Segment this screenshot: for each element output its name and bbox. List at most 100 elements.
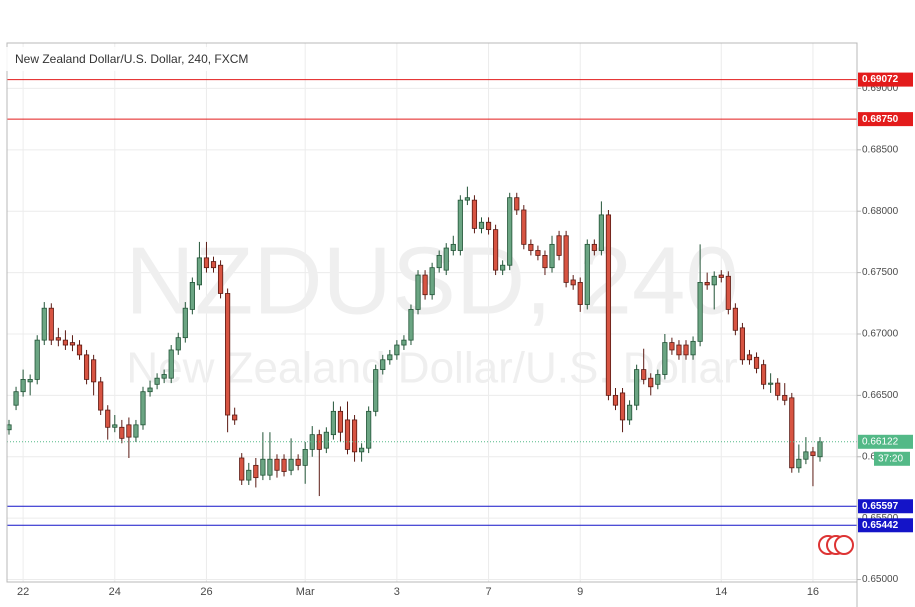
candle-body [528, 243, 534, 251]
candle-body [471, 199, 478, 229]
y-tick-label: 0.67000 [862, 329, 899, 340]
candle-body [189, 282, 195, 310]
candle-body [535, 250, 541, 256]
candle-body [161, 374, 167, 379]
candle-body [690, 340, 696, 356]
candle-body [485, 221, 492, 231]
candle-body [789, 397, 795, 469]
candle-body [478, 221, 485, 229]
candle-body [34, 339, 40, 380]
candle-body [760, 364, 767, 385]
candle-body [323, 431, 329, 449]
candle-body [232, 414, 238, 421]
candle-body [457, 199, 463, 251]
candle-body [98, 381, 104, 411]
candle-body [330, 410, 336, 436]
candle-body [76, 344, 83, 356]
candle-body [500, 264, 506, 271]
watermark-description: New Zealand Dollar/U.S. Dollar [126, 344, 737, 393]
candle-body [443, 247, 449, 271]
candle-body [239, 457, 245, 481]
candle-body [182, 307, 188, 339]
level-label-bg [858, 499, 913, 514]
candle-body [683, 344, 689, 356]
x-tick-label: 16 [807, 586, 819, 598]
y-tick-label: 0.65000 [862, 574, 899, 585]
candle-body [429, 267, 435, 296]
candle-body [711, 275, 717, 286]
level-label: 0.65442 [862, 520, 899, 531]
candle-body [782, 394, 788, 401]
y-tick-label: 0.68500 [862, 144, 899, 155]
candle-body [718, 274, 724, 278]
candle-body [27, 379, 33, 383]
candle-body [154, 377, 160, 385]
x-tick-label: 24 [109, 586, 121, 598]
candle-body [415, 274, 421, 310]
candle-body [260, 458, 266, 476]
candle-body [739, 327, 746, 361]
candle-body [267, 458, 273, 476]
x-tick-label: 9 [577, 586, 583, 598]
candle-body [253, 464, 259, 479]
x-tick-label: Mar [296, 586, 315, 598]
candle-body [768, 382, 774, 385]
candle-body [753, 356, 760, 369]
candle-body [521, 209, 527, 245]
candle-body [380, 359, 386, 370]
candle-body [662, 342, 668, 375]
candle-body [514, 197, 520, 211]
candle-body [140, 391, 146, 426]
candle-body [612, 394, 619, 406]
candle-body [147, 387, 153, 393]
candle-body [401, 339, 407, 346]
candle-body [641, 369, 647, 380]
candle-body [655, 374, 661, 385]
candle-body [796, 458, 802, 469]
candle-body [704, 282, 710, 286]
candle-body [196, 257, 202, 286]
candle-body [20, 379, 26, 393]
grid [7, 43, 857, 582]
candle-body [91, 359, 97, 383]
candle-body [351, 419, 358, 453]
candle-body [803, 451, 809, 460]
candle-body [676, 344, 682, 356]
event-icon [834, 535, 854, 555]
x-tick-label: 22 [17, 586, 29, 598]
level-label: 0.65597 [862, 501, 899, 512]
y-tick-label: 0.68000 [862, 206, 899, 217]
candle-body [394, 344, 400, 356]
candle-body [48, 307, 54, 341]
x-tick-label: 3 [394, 586, 400, 598]
candle-body [274, 458, 280, 471]
candle-body [549, 243, 555, 269]
candle-body [217, 264, 224, 294]
x-tick-label: 14 [715, 586, 727, 598]
candle-body [775, 382, 781, 396]
candle-body [746, 354, 753, 361]
plot [6, 79, 857, 526]
candle-body [112, 424, 118, 428]
candle-body [55, 337, 61, 341]
candle-body [105, 409, 111, 428]
candle-body [570, 279, 576, 286]
last-price-bg [858, 434, 913, 449]
candle-body [210, 261, 217, 269]
candle-body [697, 282, 703, 342]
y-tick-label: 0.66500 [862, 390, 899, 401]
candle-body [436, 255, 442, 269]
candle-body [619, 392, 626, 421]
chart-title: New Zealand Dollar/U.S. Dollar, 240, FXC… [15, 52, 248, 66]
candle-body [648, 377, 654, 388]
level-label: 0.68750 [862, 114, 899, 125]
candle-body [246, 469, 252, 481]
candle-body [69, 342, 76, 346]
countdown-bg [874, 451, 910, 466]
x-tick-label: 7 [485, 586, 491, 598]
candle-body [464, 197, 470, 201]
candle-body [584, 243, 590, 305]
x-tick-label: 26 [200, 586, 212, 598]
candle-body [62, 339, 69, 346]
